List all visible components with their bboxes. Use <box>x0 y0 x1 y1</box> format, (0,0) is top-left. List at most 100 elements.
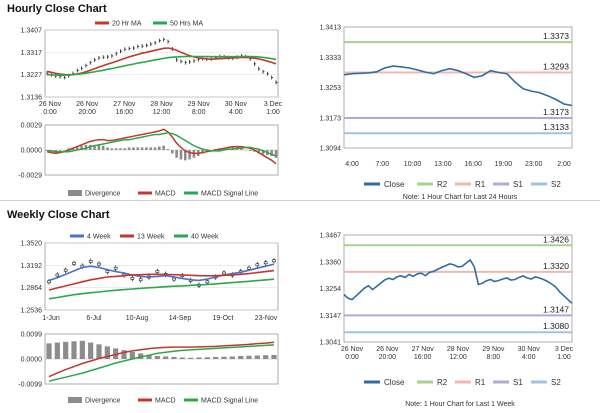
weekly-divergence-bar <box>113 348 119 359</box>
weekly-macd-legend-label: Divergence <box>85 398 121 405</box>
hourly-divergence-bar <box>183 150 187 161</box>
weekly-price-x-tick: 14-Sep <box>169 315 192 322</box>
weekly-price-candle <box>63 268 68 272</box>
hourly-price-legend-label: 50 Hrs MA <box>170 21 203 28</box>
weekly-divergence-bar <box>63 341 69 359</box>
weekly-macd-legend-label: MACD <box>155 398 176 405</box>
weekly-macd-legend-label: MACD Signal Line <box>201 398 258 405</box>
hourly-divergence-bar <box>136 147 140 150</box>
weekly-price-x-tick: 1-Jun <box>42 315 60 322</box>
weekly-divergence-bar <box>246 355 252 359</box>
weekly-divergence-bar <box>271 354 277 359</box>
weekly-price-candle <box>205 280 210 284</box>
weekly-price-y-tick: 1.3520 <box>21 241 43 248</box>
hourly-divergence-bar <box>222 148 226 150</box>
hourly-divergence-bar <box>158 146 161 150</box>
hourly-macd-legend-label: MACD <box>155 191 176 198</box>
weekly-close-y-tick: 1.3254 <box>320 286 342 293</box>
weekly-macd-chart: 0.0099 0.0000 -0.0099 Divergence MACD MACD Si… <box>18 332 279 405</box>
weekly-divergence-bar <box>154 355 160 359</box>
hourly-divergence-bar <box>205 150 209 152</box>
hourly-close-y-tick: 1.3094 <box>320 146 342 153</box>
weekly-divergence-bar <box>138 353 144 359</box>
weekly-price-candle <box>113 266 118 270</box>
hourly-price-x-tick: 3 Dec 1:00 <box>264 101 283 116</box>
weekly-macd-y-tick: -0.0099 <box>18 382 42 389</box>
weekly-divergence-bar <box>46 343 52 359</box>
weekly-close-x-tick: 29 Nov 8:00 <box>482 346 505 361</box>
weekly-price-x-tick: 6-Jul <box>86 315 102 322</box>
weekly-ma13-line <box>48 269 275 291</box>
weekly-divergence-bar <box>88 342 94 359</box>
hourly-divergence-bar <box>248 150 252 151</box>
hourly-close-level-label: 1.3293 <box>543 62 569 72</box>
weekly-divergence-bar <box>146 354 152 359</box>
hourly-macd-chart: 0.0029 0.0000 -0.0029 Divergence MACD MACD Si… <box>18 123 279 198</box>
weekly-macd-y-tick: 0.0000 <box>21 357 43 364</box>
hourly-divergence-bar <box>166 149 170 150</box>
hourly-close-y-tick: 1.3173 <box>320 116 342 123</box>
hourly-divergence-bar <box>80 145 83 150</box>
hourly-divergence-bar <box>58 150 62 151</box>
weekly-divergence-bar <box>171 356 177 359</box>
hourly-divergence-bar <box>110 148 114 150</box>
hourly-divergence-bar <box>162 145 165 150</box>
weekly-ma4-line <box>48 263 275 282</box>
weekly-price-candle <box>55 273 60 277</box>
hourly-price-y-tick: 1.3136 <box>21 95 43 102</box>
section-divider <box>0 200 600 201</box>
weekly-divergence-bar <box>254 355 260 359</box>
weekly-close-x-tick: 26 Nov 20:00 <box>376 346 399 361</box>
hourly-ma20-line <box>46 47 277 76</box>
weekly-close-x-tick: 27 Nov 16:00 <box>412 346 435 361</box>
hourly-divergence-bar <box>54 150 57 152</box>
weekly-ma40-line <box>48 278 275 300</box>
weekly-price-candle <box>222 271 226 275</box>
hourly-ma50-line <box>46 55 277 76</box>
weekly-macd-line <box>48 341 275 378</box>
weekly-close-level-label: 1.3147 <box>543 304 569 314</box>
hourly-macd-y-tick: 0.0000 <box>21 148 43 155</box>
hourly-divergence-bar <box>84 144 88 150</box>
weekly-price-x-tick: 19-Oct <box>212 315 233 322</box>
hourly-close-chart: 1.3413 1.3333 1.3253 1.3173 1.3094 1.3373 1.32… <box>320 25 573 189</box>
hourly-close-x-tick: 7:00 <box>375 161 389 168</box>
weekly-price-y-tick: 1.2536 <box>21 308 43 315</box>
weekly-divergence-bar <box>79 340 85 359</box>
weekly-close-frame <box>343 234 573 343</box>
weekly-price-legend-label: 40 Week <box>191 234 219 241</box>
hourly-price-frame <box>44 29 279 98</box>
weekly-close-x-tick: 26 Nov 0:00 <box>341 346 364 361</box>
hourly-divergence-bar <box>88 144 92 150</box>
weekly-section-title: Weekly Close Chart <box>7 209 110 221</box>
hourly-divergence-bar <box>171 150 174 154</box>
hourly-divergence-bar <box>201 150 204 154</box>
weekly-close-level-label: 1.3426 <box>543 234 569 244</box>
weekly-divergence-bar <box>263 355 269 359</box>
weekly-price-candle <box>172 277 176 281</box>
hourly-divergence-bar <box>244 150 248 151</box>
weekly-close-x-tick: 3 Dec 1:00 <box>555 346 574 361</box>
weekly-price-x-tick: 10-Aug <box>126 315 149 322</box>
hourly-divergence-bar <box>114 148 118 150</box>
hourly-price-x-tick: 29 Nov 8:00 <box>188 101 211 116</box>
hourly-divergence-bar <box>119 148 122 150</box>
weekly-divergence-bar <box>71 341 77 359</box>
weekly-close-x-tick: 28 Nov 12:00 <box>447 346 470 361</box>
weekly-close-legend-label: S2 <box>551 378 561 387</box>
hourly-macd-legend-label: Divergence <box>85 191 121 198</box>
hourly-divergence-bar <box>67 148 70 150</box>
weekly-close-legend-label: Close <box>384 378 405 387</box>
hourly-divergence-bar <box>270 150 273 157</box>
hourly-divergence-bar <box>274 150 278 158</box>
hourly-close-y-tick: 1.3253 <box>320 85 342 92</box>
hourly-close-legend-label: S2 <box>551 180 561 189</box>
hourly-divergence-bar <box>123 148 127 150</box>
hourly-close-level-label: 1.3173 <box>543 107 569 117</box>
weekly-close-legend-label: S1 <box>513 378 523 387</box>
hourly-close-level-label: 1.3133 <box>543 122 569 132</box>
weekly-price-legend-label: 4 Week <box>87 234 111 241</box>
weekly-price-x-tick: 23-Nov <box>255 315 278 322</box>
hourly-close-level-label: 1.3373 <box>543 31 569 41</box>
weekly-close-legend-label: R2 <box>437 378 448 387</box>
